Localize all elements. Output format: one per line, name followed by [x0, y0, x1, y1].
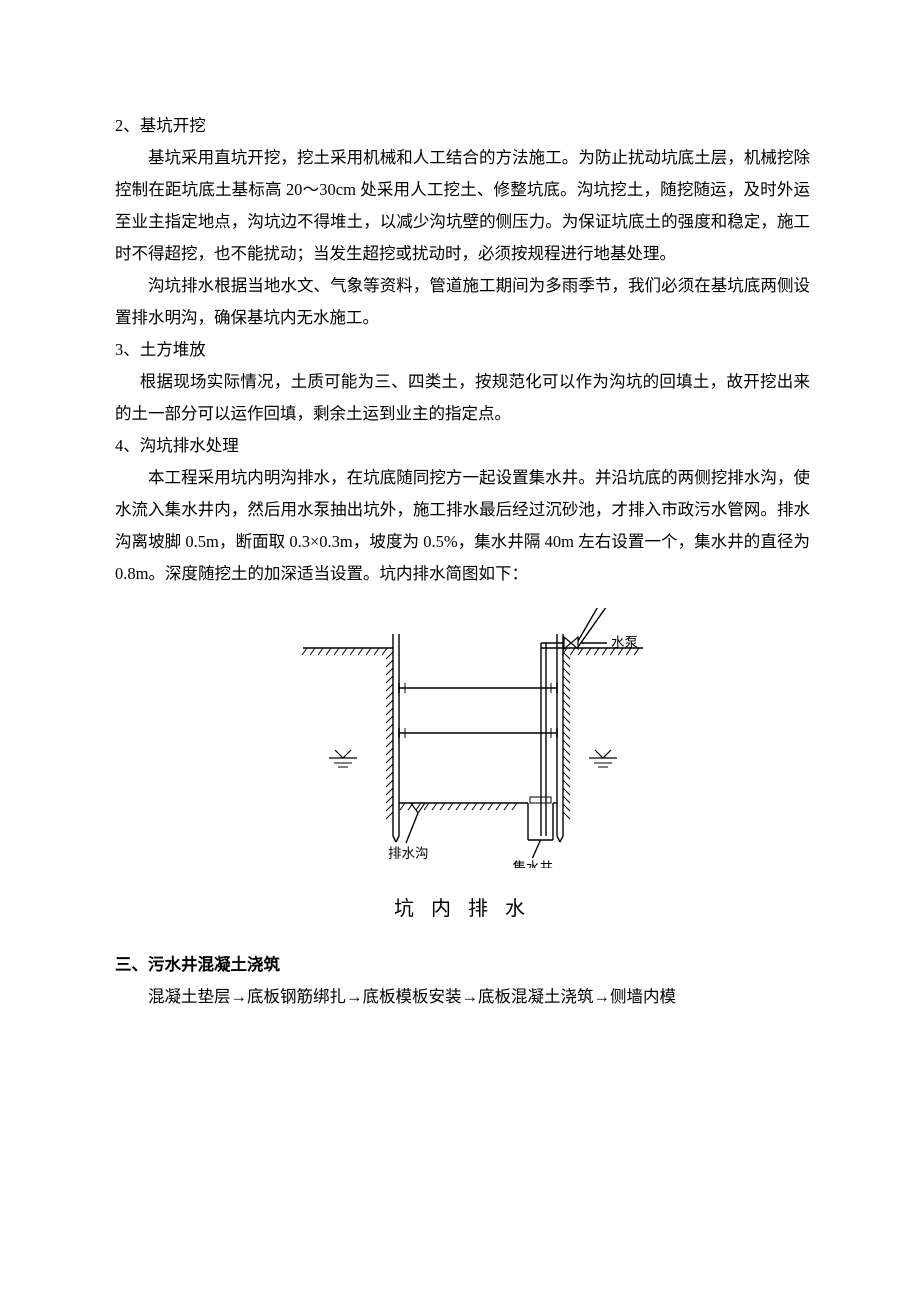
paragraph: 沟坑排水根据当地水文、气象等资料，管道施工期间为多雨季节，我们必须在基坑底两侧设…: [115, 270, 810, 334]
drainage-diagram-svg: 水泵排水沟集水井: [273, 608, 653, 868]
document-page: 2、基坑开挖 基坑采用直坑开挖，挖土采用机械和人工结合的方法施工。为防止扰动坑底…: [0, 0, 920, 1302]
paragraph: 基坑采用直坑开挖，挖土采用机械和人工结合的方法施工。为防止扰动坑底土层，机械挖除…: [115, 142, 810, 270]
heading-2: 2、基坑开挖: [115, 110, 810, 142]
heading-3: 3、土方堆放: [115, 334, 810, 366]
svg-text:排水沟: 排水沟: [388, 846, 429, 861]
svg-text:水泵: 水泵: [611, 635, 638, 650]
diagram-caption: 坑 内 排 水: [394, 892, 531, 921]
paragraph: 根据现场实际情况，土质可能为三、四类土，按规范化可以作为沟坑的回填土，故开挖出来…: [115, 366, 810, 430]
paragraph: 混凝土垫层→底板钢筋绑扎→底板模板安装→底板混凝土浇筑→侧墙内模: [115, 981, 810, 1013]
heading-concrete: 三、污水井混凝土浇筑: [115, 949, 810, 981]
svg-text:集水井: 集水井: [512, 860, 553, 868]
paragraph: 本工程采用坑内明沟排水，在坑底随同挖方一起设置集水井。并沿坑底的两侧挖排水沟，使…: [115, 462, 810, 590]
drainage-diagram: 水泵排水沟集水井 坑 内 排 水: [115, 608, 810, 921]
heading-4: 4、沟坑排水处理: [115, 430, 810, 462]
